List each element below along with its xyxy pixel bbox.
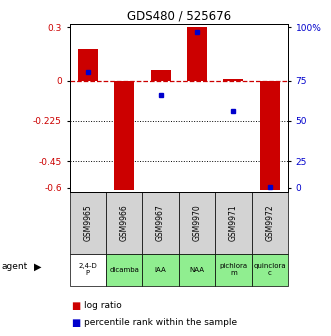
Bar	[151, 70, 170, 81]
Bar	[179, 192, 215, 254]
Bar	[142, 192, 179, 254]
Text: quinclora
c: quinclora c	[254, 263, 286, 276]
Text: dicamba: dicamba	[109, 267, 139, 272]
Bar	[78, 48, 98, 81]
Bar	[260, 81, 280, 190]
Text: GSM9967: GSM9967	[156, 204, 165, 241]
Bar	[106, 254, 142, 286]
Text: ■: ■	[71, 318, 80, 328]
Bar	[223, 79, 243, 81]
Bar	[70, 254, 106, 286]
Text: GSM9972: GSM9972	[265, 204, 274, 241]
Text: GSM9970: GSM9970	[192, 204, 202, 241]
Text: log ratio: log ratio	[84, 301, 122, 310]
Bar	[252, 192, 288, 254]
Bar	[70, 192, 106, 254]
Text: ■: ■	[71, 301, 80, 311]
Bar	[187, 27, 207, 81]
Text: ▶: ▶	[34, 261, 42, 271]
Bar	[179, 254, 215, 286]
Bar	[142, 254, 179, 286]
Text: GSM9971: GSM9971	[229, 204, 238, 241]
Text: GSM9965: GSM9965	[83, 204, 92, 241]
Bar	[252, 254, 288, 286]
Bar	[114, 81, 134, 190]
Bar	[106, 192, 142, 254]
Text: pichlora
m: pichlora m	[219, 263, 247, 276]
Text: 2,4-D
P: 2,4-D P	[78, 263, 97, 276]
Text: NAA: NAA	[189, 267, 205, 272]
Bar	[215, 192, 252, 254]
Text: agent: agent	[2, 262, 28, 271]
Bar	[215, 254, 252, 286]
Text: percentile rank within the sample: percentile rank within the sample	[84, 318, 238, 327]
Text: GSM9966: GSM9966	[119, 204, 129, 241]
Text: IAA: IAA	[155, 267, 166, 272]
Title: GDS480 / 525676: GDS480 / 525676	[127, 9, 231, 23]
